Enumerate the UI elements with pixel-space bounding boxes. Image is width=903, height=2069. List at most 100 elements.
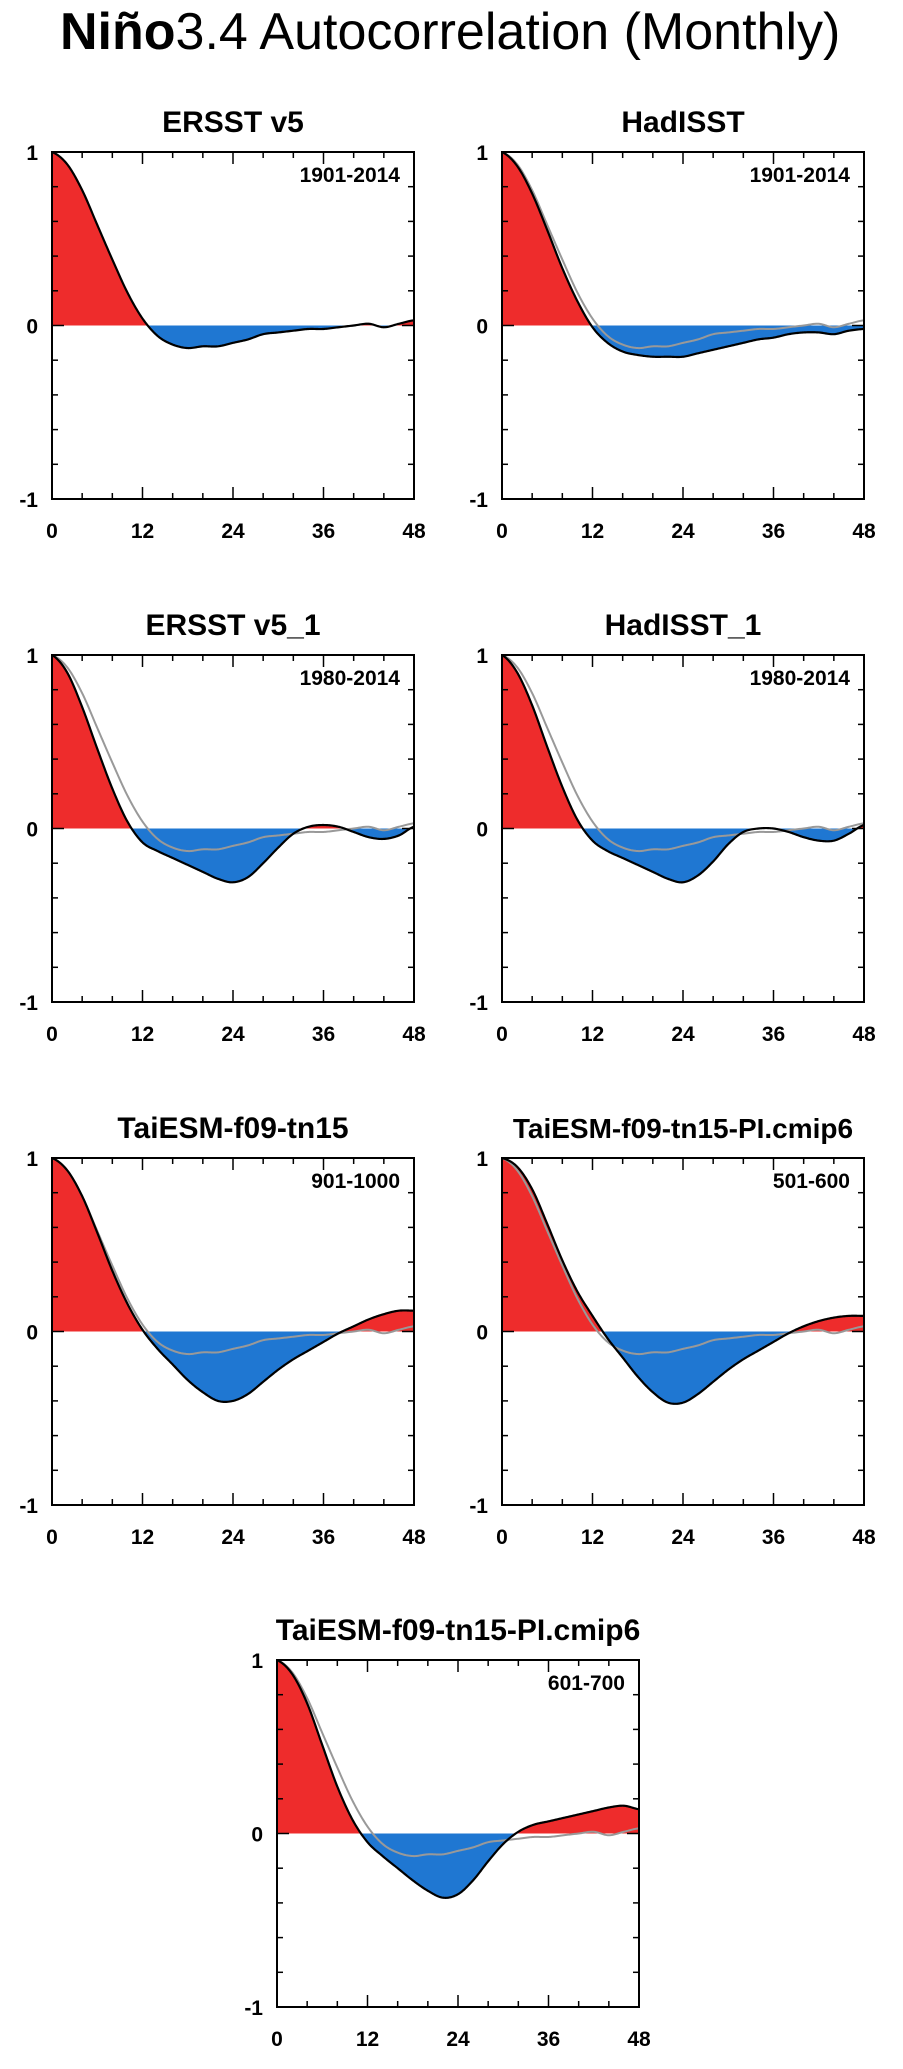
x-tick-label: 0 bbox=[496, 1023, 508, 1046]
period-label: 601-700 bbox=[548, 1672, 625, 1695]
autocorrelation-line bbox=[277, 1660, 639, 1899]
y-tick-label: -1 bbox=[244, 1997, 263, 2020]
y-tick-label: 1 bbox=[476, 142, 488, 165]
y-tick-label: -1 bbox=[19, 992, 38, 1015]
x-tick-label: 12 bbox=[131, 520, 154, 543]
y-tick-label: 0 bbox=[476, 1322, 488, 1345]
autocorrelation-line bbox=[502, 152, 864, 359]
x-tick-label: 48 bbox=[402, 1526, 426, 1549]
chart-panel-4: 0 12 24 36 48 1 0 -1 HadISST_1 1980-2014 bbox=[469, 609, 876, 1046]
x-tick-label: 0 bbox=[46, 1526, 58, 1549]
panel-title: ERSST v5_1 bbox=[145, 609, 320, 642]
x-tick-label: 48 bbox=[852, 1023, 876, 1046]
chart-panel-1: 0 12 24 36 48 1 0 -1 ERSST v5 1901-2014 bbox=[19, 106, 426, 543]
reference-line bbox=[52, 655, 414, 853]
title-normal-part: 3.4 Autocorrelation (Monthly) bbox=[175, 3, 841, 61]
x-tick-label: 0 bbox=[496, 1526, 508, 1549]
y-tick-label: -1 bbox=[469, 992, 488, 1015]
reference-line bbox=[277, 1660, 639, 1858]
period-label: 1980-2014 bbox=[300, 667, 401, 690]
y-tick-label: -1 bbox=[19, 1495, 38, 1518]
autocorrelation-line bbox=[52, 655, 414, 884]
negative-area bbox=[277, 1833, 639, 1898]
positive-area bbox=[52, 1158, 414, 1332]
y-tick-label: 1 bbox=[251, 1650, 263, 1673]
panel-title: ERSST v5 bbox=[162, 106, 304, 139]
fill-group bbox=[502, 655, 864, 884]
panel-title: HadISST bbox=[621, 106, 744, 139]
x-tick-label: 36 bbox=[762, 1023, 785, 1046]
reference-line bbox=[502, 655, 864, 853]
x-tick-label: 36 bbox=[537, 2028, 560, 2051]
period-label: 1901-2014 bbox=[750, 164, 851, 187]
y-tick-label: 1 bbox=[476, 1148, 488, 1171]
fill-group bbox=[52, 1158, 414, 1403]
x-tick-label: 36 bbox=[312, 1023, 335, 1046]
x-tick-label: 48 bbox=[852, 520, 876, 543]
y-tick-label: 1 bbox=[476, 645, 488, 668]
panel-title: HadISST_1 bbox=[605, 609, 762, 642]
autocorrelation-line bbox=[502, 655, 864, 884]
positive-area bbox=[502, 655, 864, 829]
y-tick-label: 0 bbox=[476, 316, 488, 339]
period-label: 501-600 bbox=[773, 1170, 850, 1193]
x-tick-label: 48 bbox=[852, 1526, 876, 1549]
x-tick-label: 24 bbox=[671, 520, 695, 543]
y-tick-label: 1 bbox=[26, 1148, 38, 1171]
panel-title: TaiESM-f09-tn15 bbox=[117, 1112, 348, 1145]
x-tick-label: 36 bbox=[762, 1526, 785, 1549]
positive-area bbox=[277, 1660, 639, 1834]
positive-area bbox=[52, 152, 414, 326]
y-tick-label: -1 bbox=[469, 1495, 488, 1518]
period-label: 1980-2014 bbox=[750, 667, 851, 690]
y-tick-label: 1 bbox=[26, 645, 38, 668]
fill-group bbox=[277, 1660, 639, 1899]
x-tick-label: 24 bbox=[671, 1526, 695, 1549]
reference-line bbox=[502, 1158, 864, 1356]
x-tick-label: 12 bbox=[581, 1526, 604, 1549]
panel-title: TaiESM-f09-tn15-PI.cmip6 bbox=[276, 1614, 641, 1647]
x-tick-label: 0 bbox=[46, 520, 58, 543]
negative-area bbox=[502, 828, 864, 883]
chart-panel-5: 0 12 24 36 48 1 0 -1 TaiESM-f09-tn15 901-1000 bbox=[19, 1112, 426, 1549]
x-tick-label: 36 bbox=[312, 1526, 335, 1549]
panel-title: TaiESM-f09-tn15-PI.cmip6 bbox=[513, 1113, 853, 1144]
chart-panel-2: 0 12 24 36 48 1 0 -1 HadISST 1901-2014 bbox=[469, 106, 876, 543]
fill-group bbox=[52, 152, 414, 350]
negative-area bbox=[52, 325, 414, 349]
page-title: Niño3.4 Autocorrelation (Monthly) bbox=[60, 2, 840, 62]
positive-area bbox=[52, 655, 414, 829]
negative-area bbox=[52, 1331, 414, 1402]
y-tick-label: 0 bbox=[26, 819, 38, 842]
chart-panel-3: 0 12 24 36 48 1 0 -1 ERSST v5_1 1980-2014 bbox=[19, 609, 426, 1046]
y-tick-label: 0 bbox=[26, 316, 38, 339]
autocorrelation-line bbox=[52, 1158, 414, 1403]
y-tick-label: 0 bbox=[26, 1322, 38, 1345]
y-tick-label: 0 bbox=[476, 819, 488, 842]
x-tick-label: 48 bbox=[402, 1023, 426, 1046]
fill-group bbox=[502, 1158, 864, 1405]
negative-area bbox=[502, 1331, 864, 1404]
fill-group bbox=[502, 152, 864, 359]
x-tick-label: 24 bbox=[221, 1023, 245, 1046]
chart-panel-7: 0 12 24 36 48 1 0 -1 TaiESM-f09-tn15-PI.cmip6 601… bbox=[244, 1614, 651, 2051]
period-label: 901-1000 bbox=[311, 1170, 400, 1193]
y-tick-label: 1 bbox=[26, 142, 38, 165]
y-tick-label: -1 bbox=[19, 489, 38, 512]
x-tick-label: 24 bbox=[221, 1526, 245, 1549]
period-label: 1901-2014 bbox=[300, 164, 401, 187]
x-tick-label: 12 bbox=[581, 520, 604, 543]
x-tick-label: 12 bbox=[131, 1023, 154, 1046]
positive-area bbox=[502, 1158, 864, 1332]
x-tick-label: 24 bbox=[221, 520, 245, 543]
fill-group bbox=[52, 655, 414, 884]
y-tick-label: -1 bbox=[469, 489, 488, 512]
x-tick-label: 36 bbox=[312, 520, 335, 543]
x-tick-label: 36 bbox=[762, 520, 785, 543]
x-tick-label: 0 bbox=[271, 2028, 283, 2051]
title-bold-part: Niño bbox=[60, 3, 176, 61]
x-tick-label: 0 bbox=[496, 520, 508, 543]
y-tick-label: 0 bbox=[251, 1824, 263, 1847]
x-tick-label: 48 bbox=[627, 2028, 651, 2051]
